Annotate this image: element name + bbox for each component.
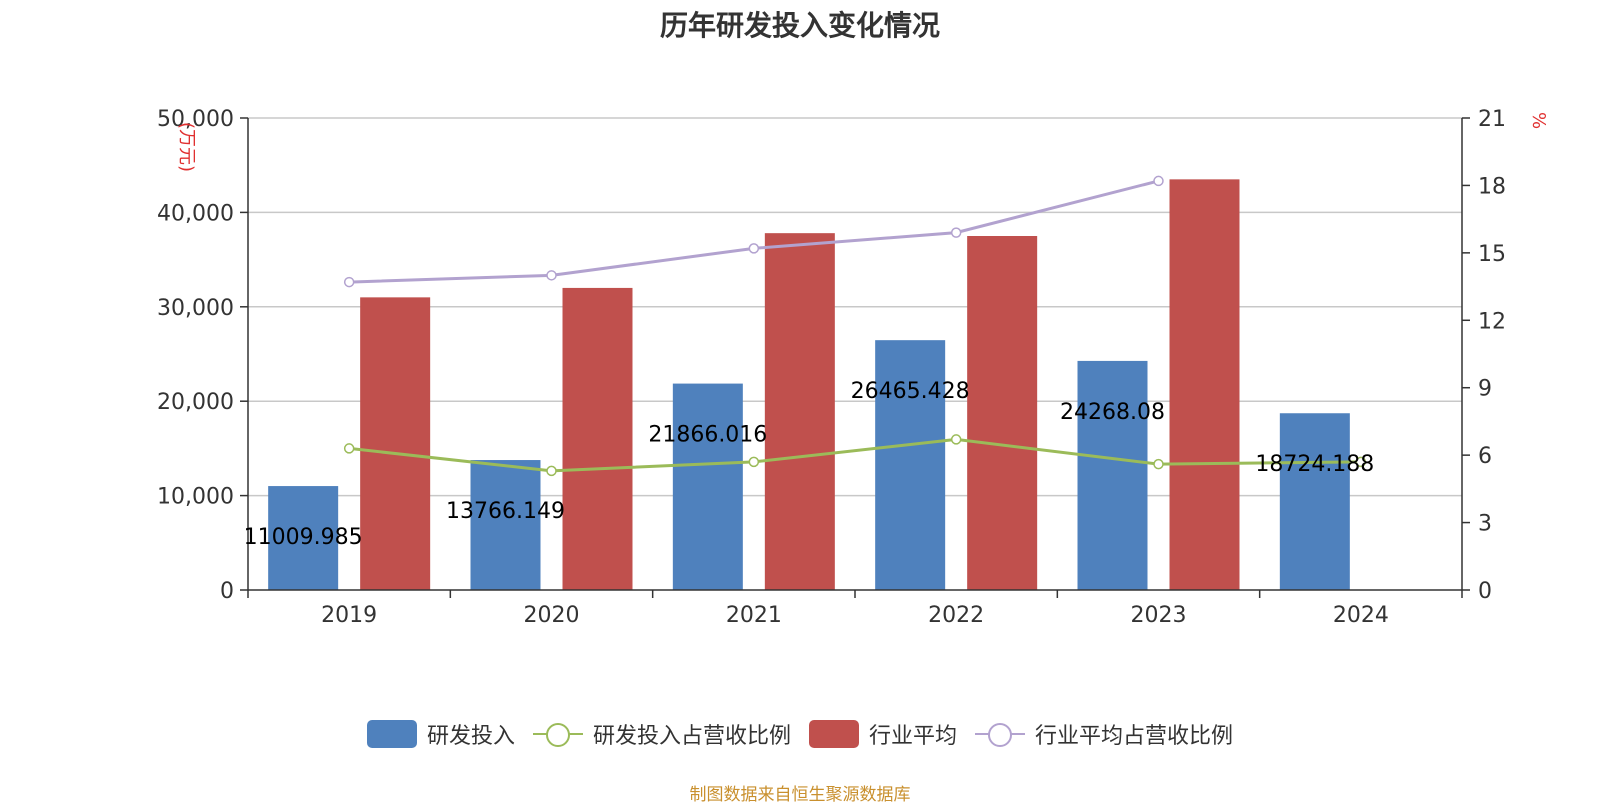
point-研发投入占营收比例 bbox=[748, 456, 760, 468]
point-行业平均占营收比例 bbox=[748, 243, 760, 254]
chart-title: 历年研发投入变化情况 bbox=[659, 9, 940, 42]
bar-研发投入 bbox=[470, 460, 541, 590]
source-note: 制图数据来自恒生聚源数据库 bbox=[689, 785, 911, 805]
y-right-axis-label: % bbox=[1528, 112, 1549, 129]
bar-研发投入 bbox=[672, 383, 743, 590]
point-研发投入占营收比例 bbox=[950, 434, 962, 445]
legend-label: 研发投入占营收比例 bbox=[592, 724, 791, 749]
bar-行业平均 bbox=[360, 297, 431, 590]
legend-bar-swatch bbox=[809, 720, 859, 748]
data-labels-layer: 11009.985 13766.149 21866.016 26465.428 2426… bbox=[244, 379, 1375, 550]
y-right-tick-label: 3 bbox=[1478, 512, 1492, 537]
point-行业平均占营收比例 bbox=[343, 276, 355, 288]
point-研发投入占营收比例 bbox=[546, 465, 557, 477]
legend-line-marker bbox=[988, 723, 1013, 747]
x-tick-label: 2020 bbox=[524, 603, 580, 628]
bar-行业平均 bbox=[967, 236, 1038, 590]
x-tick-label: 2021 bbox=[726, 603, 782, 628]
data-label: 13766.149 bbox=[446, 499, 565, 524]
legend-item[interactable]: 研发投入占营收比例 bbox=[532, 718, 791, 750]
grid-lines bbox=[248, 117, 1462, 497]
data-label: 26465.428 bbox=[851, 379, 970, 404]
x-tick-label: 2024 bbox=[1333, 603, 1389, 628]
y-right-tick-label: 15 bbox=[1478, 242, 1506, 267]
y-left-tick-label: 10,000 bbox=[157, 485, 234, 510]
legend-line-marker bbox=[545, 723, 570, 747]
legend-line-swatch bbox=[532, 720, 583, 748]
bar-行业平均 bbox=[1169, 179, 1240, 591]
y-left-tick-label: 40,000 bbox=[157, 201, 234, 226]
point-研发投入占营收比例 bbox=[343, 443, 355, 454]
y-left-tick-label: 30,000 bbox=[157, 296, 234, 321]
point-行业平均占营收比例 bbox=[546, 270, 557, 281]
legend-line-swatch bbox=[975, 720, 1026, 748]
y-right-tick-label: 12 bbox=[1478, 309, 1506, 334]
point-研发投入占营收比例 bbox=[1355, 456, 1367, 468]
legend-bar-swatch bbox=[366, 720, 417, 748]
point-研发投入占营收比例 bbox=[1153, 458, 1164, 470]
data-label: 11009.985 bbox=[244, 525, 363, 550]
bar-研发投入 bbox=[1279, 413, 1350, 590]
lines-layer bbox=[343, 175, 1367, 477]
x-tick-label: 2023 bbox=[1131, 603, 1187, 628]
legend-item[interactable]: 研发投入 bbox=[366, 718, 515, 750]
legend: 研发投入 研发投入占营收比例 行业平均 行业平均占营收比例 bbox=[0, 718, 1600, 750]
y-left-tick-label: 20,000 bbox=[157, 390, 234, 415]
x-tick-label: 2022 bbox=[928, 603, 984, 628]
legend-label: 行业平均 bbox=[869, 724, 958, 749]
legend-item[interactable]: 行业平均 bbox=[809, 718, 957, 750]
y-right-tick-label: 9 bbox=[1478, 377, 1492, 402]
y-right-tick-label: 0 bbox=[1478, 579, 1492, 604]
data-label: 24268.08 bbox=[1060, 400, 1165, 425]
y-left-axis-label: (万元) bbox=[176, 122, 197, 172]
data-label: 21866.016 bbox=[648, 423, 767, 448]
y-left-tick-label: 0 bbox=[220, 579, 234, 604]
line-研发投入占营收比例 bbox=[349, 437, 1361, 473]
y-right-tick-label: 21 bbox=[1478, 107, 1506, 132]
data-label: 18724.188 bbox=[1255, 452, 1374, 477]
x-tick-label: 2019 bbox=[321, 603, 377, 628]
bars-layer bbox=[268, 179, 1350, 591]
y-right-tick-label: 18 bbox=[1478, 174, 1506, 199]
legend-label: 研发投入 bbox=[426, 724, 515, 749]
bar-行业平均 bbox=[764, 233, 835, 590]
legend-item[interactable]: 行业平均占营收比例 bbox=[975, 718, 1233, 750]
legend-label: 行业平均占营收比例 bbox=[1035, 724, 1234, 749]
bar-研发投入 bbox=[1077, 360, 1148, 590]
point-行业平均占营收比例 bbox=[950, 227, 962, 238]
bar-研发投入 bbox=[875, 340, 946, 590]
y-right-tick-label: 6 bbox=[1478, 444, 1492, 469]
bar-行业平均 bbox=[562, 287, 633, 590]
y-left-tick-label: 50,000 bbox=[157, 107, 234, 132]
bar-研发投入 bbox=[268, 486, 339, 590]
axes-layer: 0 10,000 20,000 30,000 40,000 50,000 0 3 6 9 12 15 1… bbox=[157, 107, 1549, 628]
point-行业平均占营收比例 bbox=[1153, 175, 1164, 187]
